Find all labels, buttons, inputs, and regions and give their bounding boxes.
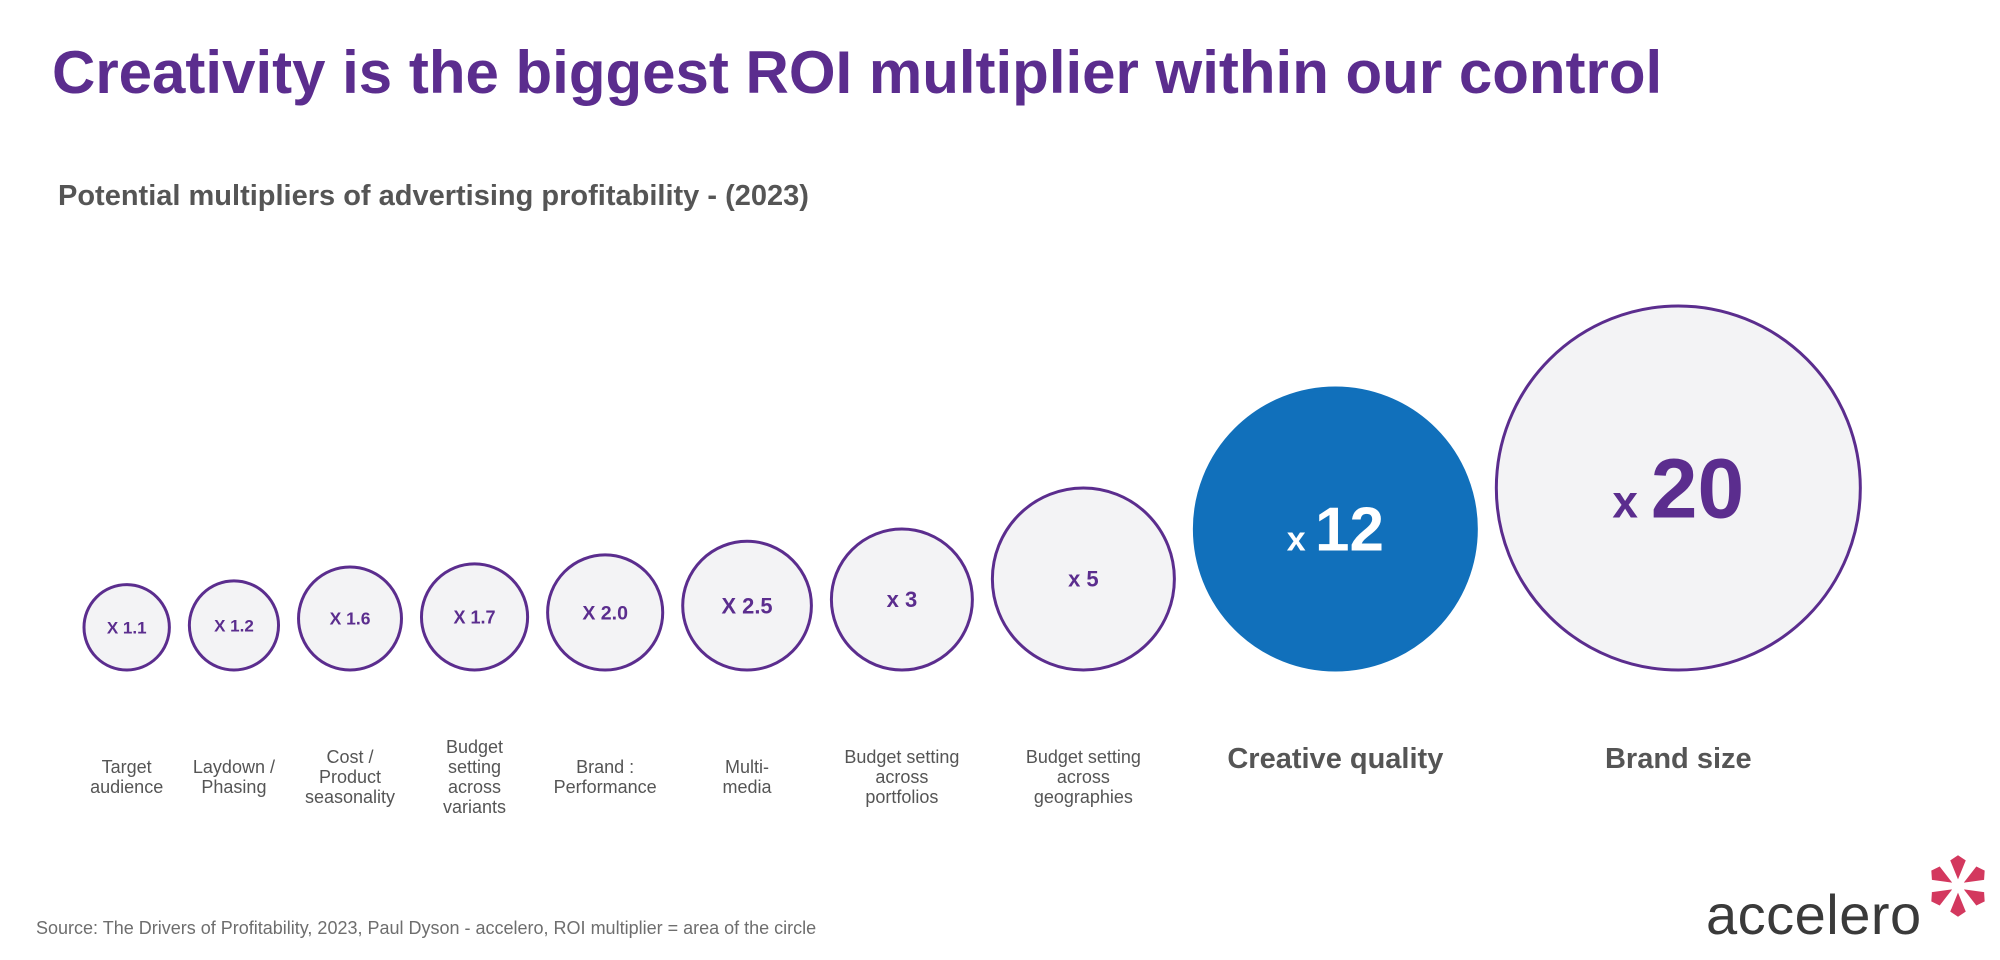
bubble-value-label: X 2.0 bbox=[582, 602, 628, 624]
bubble-mark bbox=[82, 583, 171, 672]
bubble-value-label: x 20 bbox=[1612, 441, 1744, 535]
bubble-mark bbox=[419, 562, 530, 672]
source-note: Source: The Drivers of Profitability, 20… bbox=[36, 918, 817, 938]
bubble-group: X 1.6 Cost / Product seasonality bbox=[297, 565, 403, 807]
bubble-value-label: X 1.7 bbox=[453, 607, 495, 627]
accelero-logo: accelero bbox=[1700, 850, 2000, 950]
bubble-group: X 2.5 Multi-media bbox=[681, 539, 813, 797]
bubble-mark bbox=[681, 539, 813, 672]
bubble-category-label: Multi-media bbox=[723, 757, 773, 797]
bubble-category-label: Budget setting across geographies bbox=[1026, 747, 1141, 807]
bubble-group: x 3 Budget setting across portfolios bbox=[829, 527, 974, 807]
bubble-group: x 5 Budget setting across geographies bbox=[990, 486, 1176, 807]
page-title: Creativity is the biggest ROI multiplier… bbox=[52, 39, 1663, 106]
bubble-group: x 12 Creative quality bbox=[1192, 386, 1478, 775]
bubble-category-label: Cost / Product seasonality bbox=[305, 747, 395, 807]
bubble-category-label: Budget setting across portfolios bbox=[844, 747, 959, 807]
bubble-mark bbox=[1494, 304, 1862, 672]
bubble-mark bbox=[546, 553, 665, 672]
bubble-mark bbox=[990, 486, 1176, 672]
logo-wordmark: accelero bbox=[1706, 883, 1922, 946]
bubble-group: X 2.0 Brand : Performance bbox=[546, 553, 665, 797]
bubble-category-label: Target audience bbox=[90, 757, 163, 797]
bubble-group: x 20 Brand size bbox=[1494, 304, 1862, 775]
bubble-value-label: x 12 bbox=[1287, 496, 1384, 565]
bubble-mark bbox=[1192, 386, 1478, 672]
bubble-category-label: Laydown / Phasing bbox=[193, 757, 275, 797]
bubble-mark bbox=[829, 527, 974, 672]
logo-star-icon bbox=[1929, 852, 1987, 920]
bubble-category-label: Brand size bbox=[1605, 743, 1752, 775]
bubble-mark bbox=[187, 579, 281, 672]
bubble-value-label: X 1.1 bbox=[107, 618, 147, 637]
bubble-group: X 1.2 Laydown / Phasing bbox=[187, 579, 281, 797]
bubble-value-label: x 5 bbox=[1068, 567, 1099, 592]
bubble-value-label: X 2.5 bbox=[722, 593, 773, 618]
bubble-chart: X 1.1 Target audience X 1.2 Laydown / Phasing… bbox=[82, 304, 1862, 817]
bubble-category-label: Budget setting across variants bbox=[443, 737, 506, 817]
bubble-group: X 1.1 Target audience bbox=[82, 583, 171, 797]
bubble-group: X 1.7 Budget setting across variants bbox=[419, 562, 530, 817]
bubble-value-label: X 1.2 bbox=[214, 616, 254, 635]
chart-subtitle: Potential multipliers of advertising pro… bbox=[58, 180, 809, 212]
bubble-value-label: X 1.6 bbox=[330, 609, 371, 629]
bubble-category-label: Creative quality bbox=[1227, 743, 1443, 775]
bubble-mark bbox=[297, 565, 403, 672]
bubble-value-label: x 3 bbox=[887, 587, 918, 612]
bubble-category-label: Brand : Performance bbox=[554, 757, 657, 797]
